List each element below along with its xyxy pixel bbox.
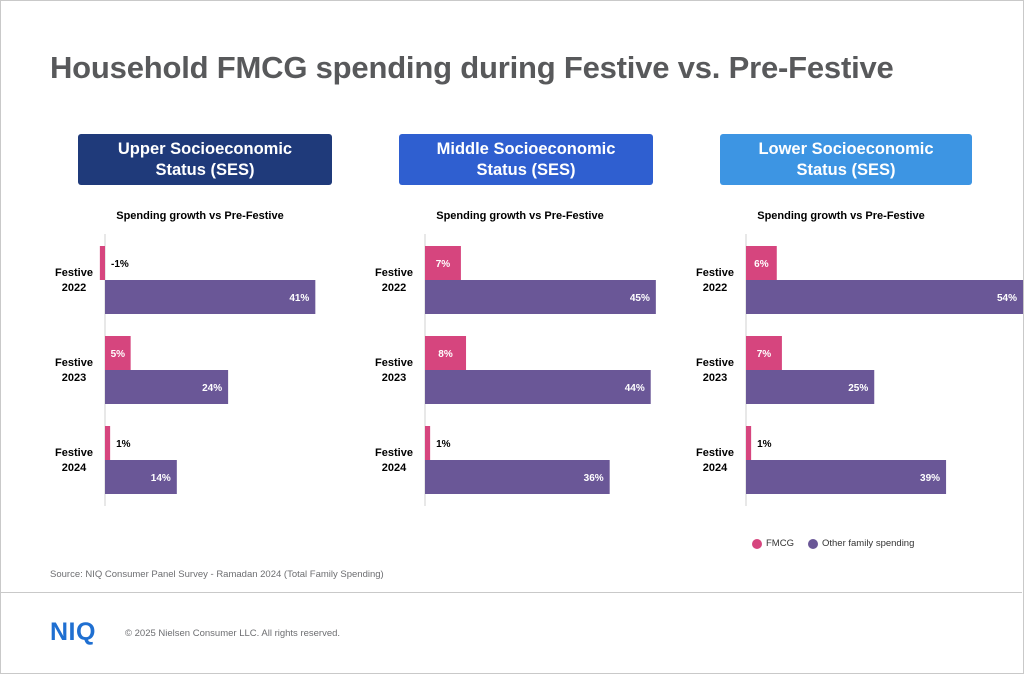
category-label: Festive 2022: [696, 267, 734, 294]
data-label-other: 45%: [630, 293, 650, 304]
data-label-other: 39%: [920, 473, 940, 484]
panel-subtitle: Spending growth vs Pre-Festive: [436, 210, 604, 222]
bar-other: [746, 460, 947, 494]
bar-fmcg: [99, 246, 105, 280]
data-label-other: 36%: [584, 473, 604, 484]
legend-swatch-other: [807, 538, 818, 549]
category-label: Festive 2023: [375, 357, 413, 384]
chart-lower-ses: Festive 2022 6% 54% Festive 2023 7% 25% Festive 2…: [696, 234, 1024, 506]
category-label-line: 2022: [62, 282, 86, 294]
bar-fmcg: [425, 246, 461, 280]
bar-other: [425, 460, 610, 494]
category-label: Festive 2023: [696, 357, 734, 384]
chart-legend: FMCG Other family spending: [752, 538, 928, 549]
panel-subtitle: Spending growth vs Pre-Festive: [116, 210, 284, 222]
data-label-fmcg: 1%: [757, 439, 772, 450]
data-label-other: 14%: [151, 473, 171, 484]
bar-other: [746, 280, 1024, 314]
category-label-line: Festive: [696, 267, 734, 279]
category-label: Festive 2024: [696, 447, 734, 474]
bar-other: [425, 370, 651, 404]
category-label-line: Festive: [55, 267, 93, 279]
bar-fmcg: [746, 246, 777, 280]
slide-title: Household FMCG spending during Festive v…: [50, 50, 894, 85]
bar-fmcg: [425, 336, 467, 370]
category-label-line: 2023: [382, 372, 406, 384]
panel-middle-ses: Middle Socioeconomic Status (SES) Spendin…: [370, 134, 670, 534]
panel-header-line2: Status (SES): [476, 160, 576, 179]
category-label: Festive 2022: [375, 267, 413, 294]
legend-label-other: Other family spending: [821, 538, 915, 549]
category-label-line: 2023: [703, 372, 727, 384]
data-label-fmcg: 7%: [436, 259, 451, 270]
category-label-line: Festive: [696, 447, 734, 459]
data-label-other: 24%: [202, 383, 222, 394]
chart-upper-ses: Festive 2022 -1% 41% Festive 2023 5% 24% Festive…: [55, 234, 316, 506]
bar-other: [746, 370, 875, 404]
category-label-line: 2023: [62, 372, 86, 384]
panel-upper-ses: Upper Socioeconomic Status (SES) Spending…: [50, 134, 350, 534]
legend-item-other: Other family spending: [807, 538, 915, 549]
category-label-line: Festive: [375, 357, 413, 369]
category-label-line: Festive: [55, 357, 93, 369]
data-label-fmcg: 6%: [754, 259, 769, 270]
chart-middle-ses: Festive 2022 7% 45% Festive 2023 8% 44% Festive 2…: [375, 234, 656, 506]
category-label-line: 2024: [703, 462, 728, 474]
data-label-other: 54%: [997, 293, 1017, 304]
bar-other: [105, 370, 229, 404]
bar-other: [425, 280, 656, 314]
category-label-line: 2024: [382, 462, 407, 474]
panel-header-lower-ses: Lower Socioeconomic Status (SES): [720, 134, 972, 185]
panel-header-line1: Upper Socioeconomic: [117, 139, 293, 158]
category-label-line: Festive: [55, 447, 93, 459]
category-label: Festive 2022: [55, 267, 93, 294]
legend-swatch-fmcg: [752, 538, 762, 549]
data-label-fmcg: 7%: [757, 349, 772, 360]
niq-logo: NIQ: [50, 618, 96, 646]
data-label-fmcg: -1%: [111, 259, 129, 270]
panel-header-line2: Status (SES): [796, 160, 896, 179]
category-label: Festive 2024: [55, 447, 93, 474]
bar-fmcg: [746, 426, 752, 460]
footer-divider: [0, 592, 1022, 593]
category-label-line: 2022: [703, 282, 727, 294]
category-label-line: Festive: [696, 357, 734, 369]
bar-fmcg: [425, 426, 431, 460]
bar-fmcg: [105, 426, 111, 460]
category-label: Festive 2024: [375, 447, 413, 474]
data-label-fmcg: 1%: [436, 439, 451, 450]
bar-other: [105, 280, 316, 314]
panel-subtitle: Spending growth vs Pre-Festive: [757, 210, 925, 222]
bar-fmcg: [746, 336, 782, 370]
panel-header-upper-ses: Upper Socioeconomic Status (SES): [78, 134, 332, 185]
panel-header-middle-ses: Middle Socioeconomic Status (SES): [399, 134, 653, 185]
data-label-other: 25%: [848, 383, 868, 394]
category-label-line: Festive: [375, 267, 413, 279]
panel-header-line2: Status (SES): [155, 160, 255, 179]
category-label-line: 2024: [62, 462, 87, 474]
panel-header-line1: Lower Socioeconomic: [758, 139, 934, 158]
data-label-fmcg: 8%: [438, 349, 453, 360]
category-label: Festive 2023: [55, 357, 93, 384]
panel-lower-ses: Lower Socioeconomic Status (SES) Spending…: [691, 134, 1024, 534]
source-note: Source: NIQ Consumer Panel Survey - Rama…: [50, 569, 384, 580]
data-label-other: 41%: [289, 293, 309, 304]
bar-other: [105, 460, 177, 494]
data-label-other: 44%: [625, 383, 645, 394]
copyright-text: © 2025 Nielsen Consumer LLC. All rights …: [125, 628, 341, 639]
bar-fmcg: [105, 336, 131, 370]
panel-header-line1: Middle Socioeconomic: [436, 139, 616, 158]
legend-item-fmcg: FMCG: [752, 538, 794, 549]
category-label-line: Festive: [375, 447, 413, 459]
legend-label-fmcg: FMCG: [766, 538, 794, 549]
category-label-line: 2022: [382, 282, 406, 294]
data-label-fmcg: 1%: [116, 439, 131, 450]
data-label-fmcg: 5%: [111, 349, 126, 360]
